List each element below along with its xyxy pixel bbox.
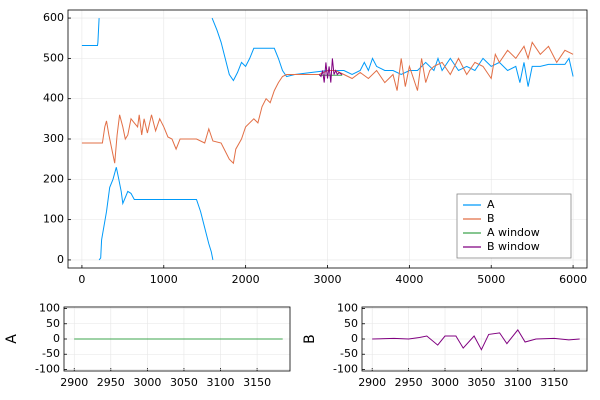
y-tick-label: 300	[43, 132, 64, 145]
y-tick-label: 600	[43, 11, 64, 24]
plot-frame	[63, 306, 291, 372]
plot-frame	[361, 306, 588, 372]
y-tick-label: -100	[35, 362, 60, 375]
y-tick-label: 50	[344, 317, 358, 330]
x-tick-label: 6000	[559, 273, 587, 286]
y-axis-label: B	[302, 334, 318, 344]
y-tick-label: 0	[53, 332, 60, 345]
x-tick-label: 3050	[467, 376, 495, 389]
y-tick-label: 50	[46, 317, 60, 330]
x-tick-label: 2000	[232, 273, 260, 286]
x-tick-label: 2900	[60, 376, 88, 389]
legend-label: B	[487, 212, 495, 225]
y-tick-label: 100	[43, 213, 64, 226]
y-tick-label: 400	[43, 92, 64, 105]
x-tick-label: 3150	[243, 376, 271, 389]
subplot: 0 1000 2000 3000 4000 5000 6000 0 100 200 300 400 50…	[43, 9, 588, 286]
x-tick-label: 3100	[207, 376, 235, 389]
x-tick-label: 3050	[170, 376, 198, 389]
legend-label: B window	[487, 240, 540, 253]
subplot: 2900 2950 3000 3050 3100 3150 -100 -50 0 50 100 B	[302, 302, 588, 389]
series-line	[372, 329, 580, 351]
series-line	[81, 41, 574, 165]
x-tick-label: 2950	[97, 376, 125, 389]
y-axis-label: A	[4, 334, 20, 344]
y-tick-label: -100	[333, 362, 358, 375]
y-tick-label: 500	[43, 51, 64, 64]
series-line	[81, 17, 574, 261]
x-tick-label: 0	[78, 273, 85, 286]
x-tick-label: 3000	[314, 273, 342, 286]
x-tick-label: 3150	[540, 376, 568, 389]
x-tick-label: 4000	[395, 273, 423, 286]
y-tick-label: -50	[340, 347, 358, 360]
x-tick-label: 5000	[477, 273, 505, 286]
x-tick-label: 2900	[358, 376, 386, 389]
y-tick-label: 100	[337, 302, 358, 315]
x-tick-label: 3000	[431, 376, 459, 389]
x-tick-label: 2950	[395, 376, 423, 389]
series-line	[318, 58, 343, 83]
plot-frame	[67, 9, 588, 269]
subplot: 2900 2950 3000 3050 3100 3150 -100 -50 0 50 100 A	[4, 302, 291, 389]
y-tick-label: 0	[57, 253, 64, 266]
x-tick-label: 1000	[150, 273, 178, 286]
x-tick-label: 3000	[133, 376, 161, 389]
y-tick-label: 200	[43, 172, 64, 185]
y-tick-label: 0	[351, 332, 358, 345]
x-tick-label: 3100	[504, 376, 532, 389]
y-tick-label: -50	[42, 347, 60, 360]
legend-label: A	[487, 198, 495, 211]
y-tick-label: 100	[39, 302, 60, 315]
legend-label: A window	[487, 226, 540, 239]
